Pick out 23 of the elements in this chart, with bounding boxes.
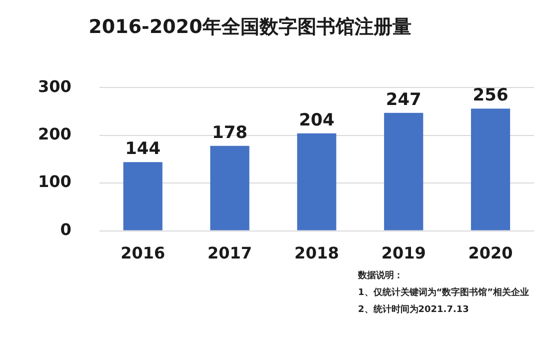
data-label: 178 (212, 122, 248, 143)
x-tick-label: 2019 (381, 244, 426, 263)
bar (297, 133, 336, 230)
data-label: 247 (386, 90, 422, 110)
y-tick-label: 0 (60, 220, 72, 239)
x-tick-label: 2016 (120, 244, 166, 263)
y-tick-label: 300 (38, 76, 72, 96)
data-label: 144 (125, 138, 161, 159)
x-tick-label: 2017 (208, 244, 252, 263)
bar (210, 146, 250, 230)
data-label: 256 (472, 86, 508, 106)
data-label: 204 (298, 110, 335, 130)
text: 数据说明： (358, 270, 404, 283)
text: 2、统计时间为2021.7.13 (358, 303, 470, 317)
y-tick-label: 100 (38, 172, 72, 192)
x-tick-label: 2018 (294, 244, 339, 263)
bar (384, 112, 424, 230)
bar (123, 162, 162, 230)
x-tick-label: 2020 (468, 244, 513, 263)
text: 1、仅统计关键词为“数字图书馆”相关企业 (358, 286, 530, 300)
y-tick-label: 200 (38, 124, 72, 144)
bar (470, 108, 510, 230)
chart-title: 2016-2020年全国数字图书馆注册量 (88, 15, 412, 40)
